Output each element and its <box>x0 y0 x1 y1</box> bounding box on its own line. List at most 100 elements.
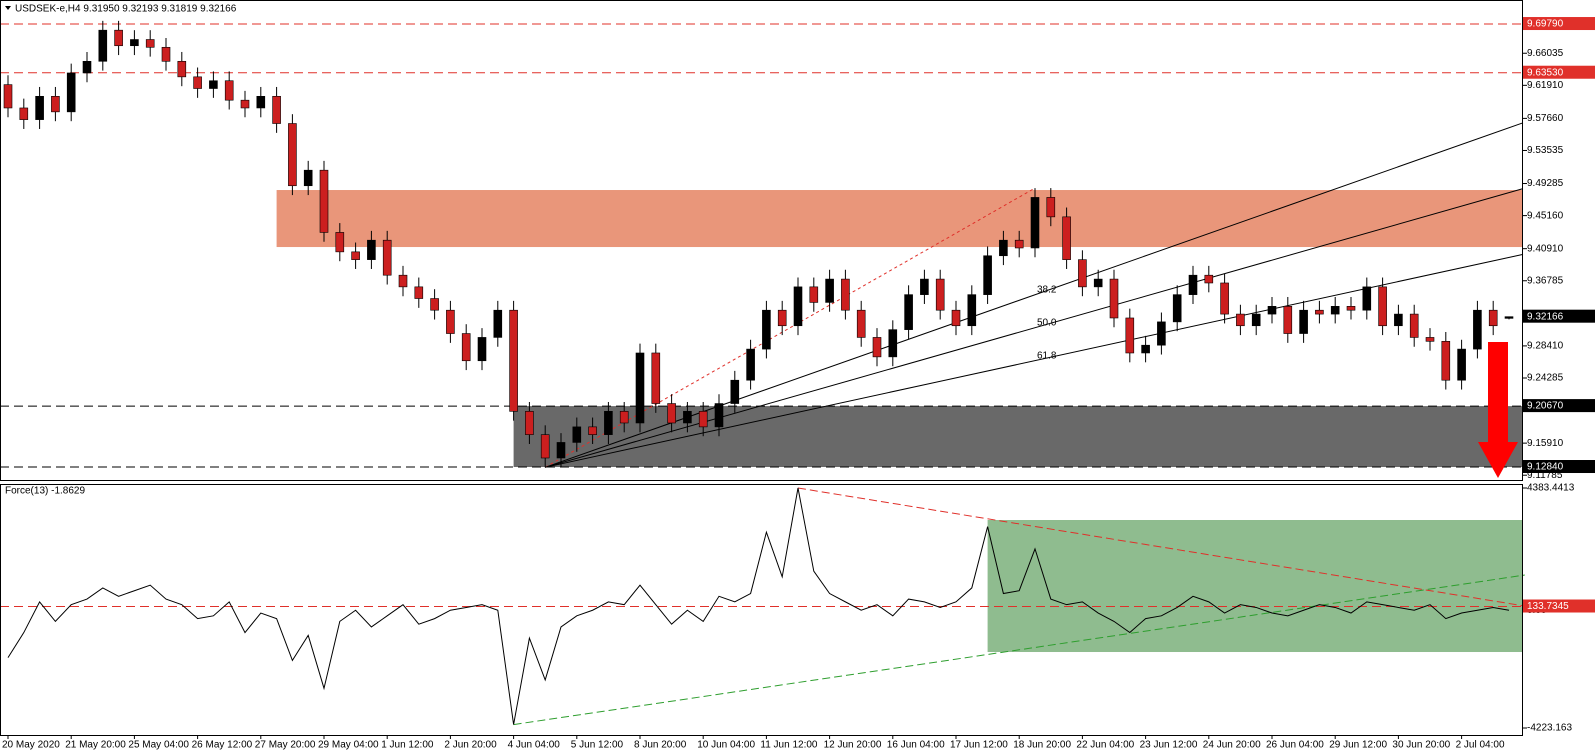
level-label-box <box>1523 399 1595 413</box>
candle-body <box>1030 197 1040 249</box>
x-tick-label: 29 May 04:00 <box>318 740 379 751</box>
candle-body <box>572 426 582 443</box>
x-tick-label: 16 Jun 04:00 <box>887 740 945 751</box>
level-label: 9.12840 <box>1527 462 1564 473</box>
candle-body <box>967 294 977 327</box>
candle-body <box>825 278 834 303</box>
x-tick-label: 8 Jun 20:00 <box>634 740 687 751</box>
candle-body <box>698 411 708 428</box>
candle-body <box>1299 309 1308 334</box>
level-label: 9.69790 <box>1527 19 1564 30</box>
candle-body <box>1251 313 1261 327</box>
candle-body <box>1409 313 1419 338</box>
candle-body <box>762 309 771 350</box>
candle-body <box>1109 278 1119 319</box>
level-label: 9.63530 <box>1527 67 1564 78</box>
candle-body <box>493 309 503 338</box>
y-tick-label: 9.40910 <box>1527 243 1564 254</box>
candle-body <box>256 95 266 109</box>
candle-body <box>193 76 202 89</box>
x-tick-label: 12 Jun 20:00 <box>824 740 882 751</box>
candle-body <box>509 309 518 412</box>
x-tick-label: 22 Jun 04:00 <box>1076 740 1134 751</box>
candle-body <box>272 95 281 124</box>
price-label-box <box>1523 309 1595 323</box>
y-tick-label: 9.53535 <box>1527 145 1564 156</box>
x-tick-label: 30 Jun 20:00 <box>1392 740 1450 751</box>
candle-body <box>872 337 882 358</box>
fib-fan-line <box>545 122 1524 468</box>
title-marker <box>5 6 11 10</box>
candle-body <box>98 29 108 62</box>
candle-body <box>224 80 234 101</box>
candle-body <box>935 278 945 311</box>
candle-body <box>604 411 613 435</box>
candle-body <box>540 434 550 459</box>
candle-body <box>809 286 819 303</box>
candle-body <box>66 72 76 113</box>
x-tick-label: 27 May 20:00 <box>255 740 316 751</box>
x-tick-label: 23 Jun 12:00 <box>1140 740 1198 751</box>
candle-body <box>904 294 913 330</box>
x-tick-label: 20 May 2020 <box>2 740 60 751</box>
candle-body <box>1488 309 1498 327</box>
level-label-box <box>1523 460 1595 474</box>
candle-body <box>1346 306 1356 311</box>
y-tick-label: -4223.163 <box>1527 723 1572 734</box>
candle-body <box>651 352 661 404</box>
candle-body <box>777 309 787 327</box>
candle-body <box>477 337 487 362</box>
candle-body <box>303 169 313 187</box>
candle-body <box>240 99 250 109</box>
candle-body <box>446 309 455 334</box>
level-label-box <box>1523 17 1595 31</box>
candle-body <box>746 348 755 381</box>
x-tick-label: 2 Jul 04:00 <box>1456 740 1505 751</box>
fib-label: 50.0 <box>1037 317 1057 328</box>
x-tick-label: 18 Jun 20:00 <box>1013 740 1071 751</box>
zone <box>987 520 1523 653</box>
candle-body <box>367 239 376 260</box>
candle-body <box>588 426 597 435</box>
trend-line <box>797 487 1525 607</box>
candle-body <box>920 278 929 295</box>
candle-body <box>1236 313 1245 327</box>
fib-baseline <box>544 187 1036 468</box>
candle-body <box>145 39 155 48</box>
candle-body <box>82 60 92 74</box>
candle-body <box>525 411 534 435</box>
price-label: 9.32166 <box>1527 311 1564 322</box>
x-tick-label: 17 Jun 12:00 <box>950 740 1008 751</box>
candle-body <box>51 95 60 113</box>
candle-body <box>1267 306 1277 315</box>
fib-fan-line <box>545 253 1524 468</box>
candle-body <box>430 298 439 311</box>
chart-title: USDSEK-e,H4 9.31950 9.32193 9.31819 9.32… <box>15 4 237 15</box>
zone <box>276 190 1524 248</box>
candle-body <box>461 333 471 362</box>
candle-body <box>1220 282 1229 315</box>
candle-body <box>351 251 360 260</box>
candle-body <box>1014 239 1024 249</box>
candle-body <box>382 239 392 276</box>
y-tick-label: 9.61910 <box>1527 80 1564 91</box>
y-tick-label: 9.11785 <box>1527 470 1563 481</box>
x-tick-label: 26 Jun 04:00 <box>1266 740 1324 751</box>
level-label-box <box>1523 599 1595 613</box>
candle-body <box>1093 278 1103 288</box>
candle-body <box>19 107 29 120</box>
candle-body <box>1394 313 1403 327</box>
candle-body <box>35 95 44 120</box>
candle-body <box>793 286 803 327</box>
candle-body <box>856 309 866 338</box>
candle-body <box>683 411 692 424</box>
candle-body <box>177 60 187 78</box>
y-tick-label: 9.66035 <box>1527 48 1564 59</box>
force-line <box>7 487 1510 725</box>
y-tick-label: 9.49285 <box>1527 178 1564 189</box>
candle-body <box>951 309 961 327</box>
candle-body <box>635 352 645 424</box>
candle-body <box>1425 337 1435 342</box>
candle-body <box>888 329 898 358</box>
